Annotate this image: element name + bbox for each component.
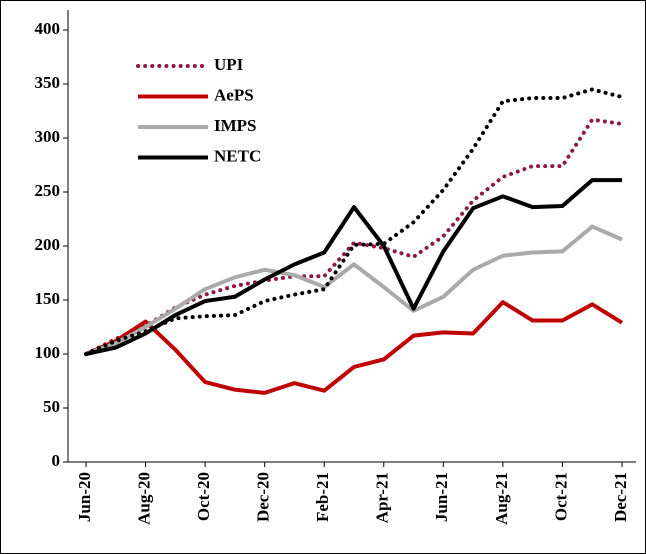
x-tick-label: Apr-21 [373, 472, 392, 523]
x-tick-label: Aug-20 [134, 472, 153, 525]
x-tick-label: Jun-21 [432, 472, 451, 522]
x-tick-label: Aug-21 [492, 472, 511, 525]
series-line [85, 300, 624, 395]
y-tick-label: 300 [35, 127, 61, 146]
legend-label: IMPS [214, 116, 257, 135]
x-tick-label: Dec-20 [254, 472, 273, 522]
y-tick-label: 400 [35, 19, 61, 38]
legend-label: UPI [214, 55, 244, 74]
x-tick-label: Oct-21 [551, 472, 570, 521]
series-line [85, 224, 623, 356]
y-tick-label: 200 [35, 235, 61, 254]
y-tick-label: 250 [35, 181, 61, 200]
y-tick-label: 150 [35, 289, 61, 308]
y-tick-label: 0 [52, 451, 61, 470]
y-tick-label: 350 [35, 73, 61, 92]
legend-label: NETC [214, 146, 261, 165]
x-tick-label: Dec-21 [611, 472, 630, 522]
legend-label: AePS [214, 85, 254, 104]
x-tick-label: Jun-20 [75, 472, 94, 522]
y-tick-label: 50 [43, 397, 60, 416]
y-tick-label: 100 [35, 343, 61, 362]
x-tick-label: Feb-21 [313, 472, 332, 522]
x-tick-label: Oct-20 [194, 472, 213, 521]
series-line [85, 178, 622, 356]
